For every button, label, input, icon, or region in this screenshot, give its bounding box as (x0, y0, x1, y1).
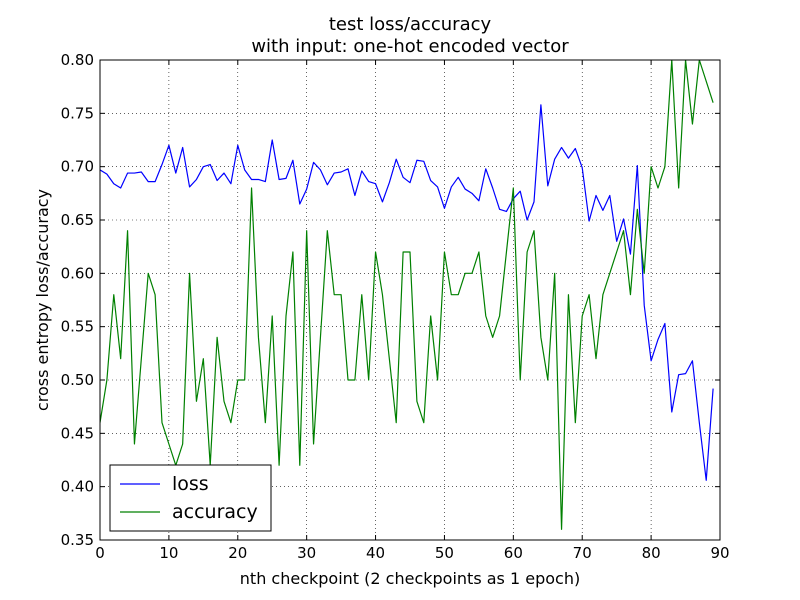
x-tick-label: 40 (366, 544, 385, 562)
legend-label-loss: loss (172, 473, 209, 495)
x-tick-label: 70 (573, 544, 592, 562)
x-tick-label: 20 (228, 544, 247, 562)
legend-box (109, 464, 272, 532)
y-axis-label: cross entropy loss/accuracy (33, 189, 52, 411)
x-tick-label: 60 (504, 544, 523, 562)
series-line-accuracy (100, 60, 714, 530)
y-tick-label: 0.70 (61, 158, 94, 176)
x-tick-label: 0 (95, 544, 105, 562)
y-tick-label: 0.80 (61, 51, 94, 69)
x-tick-label: 80 (642, 544, 661, 562)
ticks: 0 10 20 30 40 50 60 70 80 90 0.35 0.40 0.45 0.50 0.55 0… (61, 51, 730, 562)
y-tick-label: 0.45 (61, 424, 94, 442)
y-tick-label: 0.65 (61, 211, 94, 229)
x-tick-label: 50 (435, 544, 454, 562)
y-tick-label: 0.50 (61, 371, 94, 389)
y-tick-label: 0.35 (61, 531, 94, 549)
series-line-loss (100, 104, 714, 481)
x-tick-label: 90 (710, 544, 729, 562)
legend-label-accuracy: accuracy (172, 501, 258, 523)
series-lines (100, 60, 714, 530)
x-tick-label: 30 (297, 544, 316, 562)
x-tick-label: 10 (159, 544, 178, 562)
plot-frame (99, 59, 721, 541)
x-axis-label: nth checkpoint (2 checkpoints as 1 epoch… (240, 569, 580, 588)
y-tick-label: 0.40 (61, 478, 94, 496)
y-tick-label: 0.60 (61, 264, 94, 282)
grid (100, 60, 720, 540)
y-tick-label: 0.75 (61, 104, 94, 122)
plot-background (100, 60, 720, 540)
chart-title: test loss/accuracy (329, 14, 492, 35)
y-tick-label: 0.55 (61, 318, 94, 336)
chart-subtitle: with input: one-hot encoded vector (251, 36, 569, 57)
legend: loss accuracy (109, 464, 272, 532)
